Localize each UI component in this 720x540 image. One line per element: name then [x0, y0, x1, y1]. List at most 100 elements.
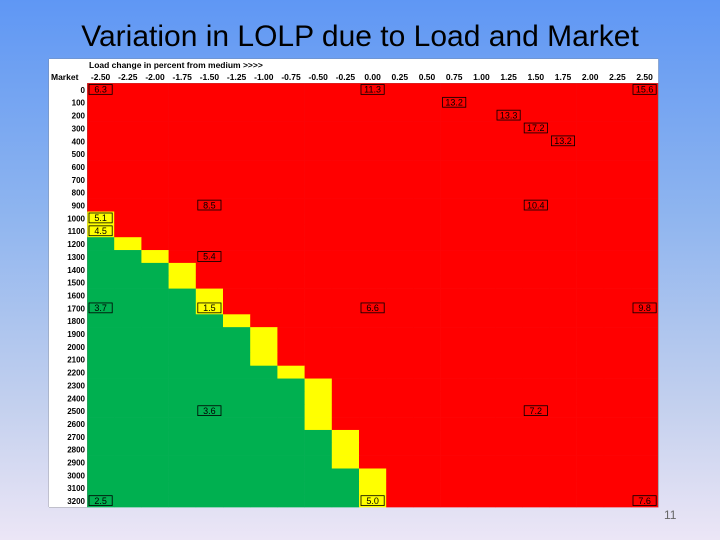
heatmap-cell-r24-c12 — [413, 391, 441, 405]
heatmap-cell-r15-c10 — [359, 275, 387, 289]
heatmap-cell-r2-c14 — [467, 108, 496, 122]
heatmap-cell-r30-c12 — [413, 468, 441, 482]
heatmap-cell-r17-c5 — [223, 301, 251, 315]
heatmap-cell-r32-c17 — [549, 494, 577, 508]
heatmap-cell-r8-c2 — [141, 185, 169, 199]
heatmap-cell-r31-c19 — [603, 481, 632, 495]
heatmap-cell-r28-c8 — [304, 442, 333, 456]
heatmap-cell-r12-c10 — [359, 237, 387, 251]
heatmap-cell-r7-c15 — [495, 172, 523, 187]
row-tick-label: 3200 — [67, 497, 85, 506]
heatmap-cell-r25-c17 — [549, 404, 577, 418]
heatmap-cell-r22-c14 — [467, 365, 496, 379]
heatmap-cell-r28-c10 — [359, 442, 387, 456]
heatmap-cell-r24-c13 — [440, 391, 469, 405]
heatmap-cell-r25-c16 — [522, 404, 550, 418]
heatmap-cell-r19-c7 — [277, 327, 305, 341]
heatmap-cell-r10-c15 — [495, 211, 523, 225]
heatmap-cell-r29-c7 — [277, 455, 305, 469]
heatmap-cell-r0-c5 — [223, 83, 251, 97]
row-tick-label: 1900 — [67, 330, 85, 339]
heatmap-cell-r32-c11 — [386, 494, 414, 508]
heatmap-cell-r20-c8 — [304, 340, 333, 354]
heatmap-cell-r22-c17 — [549, 365, 577, 379]
heatmap-cell-r31-c20 — [631, 481, 659, 495]
heatmap-cell-r28-c18 — [576, 442, 605, 456]
heatmap-cell-r25-c9 — [331, 404, 360, 418]
heatmap-cell-r19-c16 — [522, 327, 550, 341]
heatmap-cell-r11-c12 — [413, 224, 441, 238]
heatmap-cell-r31-c11 — [386, 481, 414, 495]
heatmap-cell-r32-c2 — [141, 494, 169, 508]
heatmap-cell-r2-c7 — [277, 108, 305, 122]
heatmap-cell-r15-c13 — [440, 275, 469, 289]
heatmap-cell-r1-c5 — [223, 95, 251, 109]
heatmap-cell-r4-c18 — [576, 134, 605, 148]
heatmap-cell-r4-c6 — [250, 134, 278, 148]
heatmap-cell-r15-c3 — [168, 275, 197, 289]
row-tick-label: 1100 — [68, 227, 86, 236]
heatmap-cell-r13-c16 — [522, 250, 550, 264]
heatmap-cell-r14-c7 — [277, 262, 305, 277]
heatmap-cell-r7-c9 — [331, 172, 360, 187]
heatmap-cell-r1-c0 — [87, 95, 115, 109]
heatmap-cell-r5-c7 — [277, 147, 305, 161]
heatmap-cell-r27-c5 — [223, 429, 251, 444]
heatmap-cell-r30-c18 — [576, 468, 605, 482]
column-tick-label: -0.25 — [336, 72, 356, 82]
heatmap-cell-r30-c10 — [359, 468, 387, 482]
annotation-label: 3.7 — [94, 303, 107, 313]
heatmap-cell-r3-c5 — [223, 121, 251, 135]
heatmap-cell-r22-c6 — [250, 365, 278, 379]
heatmap-cell-r9-c19 — [603, 198, 632, 212]
heatmap-cell-r23-c5 — [223, 378, 251, 392]
heatmap-cell-r9-c0 — [87, 198, 115, 212]
heatmap-cell-r15-c0 — [87, 275, 115, 289]
heatmap-cell-r11-c0 — [87, 224, 115, 238]
heatmap-cell-r14-c2 — [141, 262, 169, 277]
column-tick-label: 1.00 — [473, 72, 490, 82]
heatmap-cell-r19-c4 — [195, 327, 224, 341]
row-tick-label: 700 — [72, 176, 86, 185]
heatmap-cell-r26-c13 — [440, 417, 469, 431]
heatmap-cell-r0-c12 — [413, 83, 441, 97]
column-tick-label: -0.50 — [309, 72, 329, 82]
heatmap-cell-r2-c8 — [304, 108, 333, 122]
heatmap-cell-r22-c13 — [440, 365, 469, 379]
heatmap-cell-r8-c0 — [87, 185, 115, 199]
row-tick-label: 100 — [72, 99, 86, 108]
heatmap-cell-r25-c18 — [576, 404, 605, 418]
heatmap-cell-r12-c14 — [467, 237, 496, 251]
heatmap-cell-r5-c2 — [141, 147, 169, 161]
heatmap-cell-r6-c7 — [277, 160, 305, 174]
heatmap-cell-r10-c2 — [141, 211, 169, 225]
heatmap-cell-r7-c20 — [631, 172, 659, 187]
row-tick-label: 400 — [72, 137, 86, 146]
heatmap-cell-r27-c14 — [467, 429, 496, 444]
heatmap-cell-r1-c16 — [522, 95, 550, 109]
heatmap-cell-r5-c1 — [114, 147, 142, 161]
heatmap-cell-r20-c10 — [359, 340, 387, 354]
heatmap-cell-r6-c18 — [576, 160, 605, 174]
heatmap-cell-r27-c8 — [304, 429, 333, 444]
heatmap-cell-r30-c4 — [195, 468, 224, 482]
heatmap-cell-r1-c20 — [631, 95, 659, 109]
heatmap-cell-r3-c10 — [359, 121, 387, 135]
heatmap-cell-r22-c2 — [141, 365, 169, 379]
heatmap-cell-r21-c14 — [467, 352, 496, 366]
heatmap-cell-r29-c11 — [386, 455, 414, 469]
heatmap-cell-r21-c4 — [195, 352, 224, 366]
heatmap-cell-r11-c6 — [250, 224, 278, 238]
heatmap-cell-r1-c3 — [168, 95, 197, 109]
heatmap-cell-r6-c19 — [603, 160, 632, 174]
heatmap-cell-r12-c19 — [603, 237, 632, 251]
heatmap-cell-r2-c10 — [359, 108, 387, 122]
heatmap-cell-r13-c15 — [495, 250, 523, 264]
annotation-box — [360, 302, 385, 314]
heatmap-cell-r32-c10 — [359, 494, 387, 508]
header-background — [49, 59, 659, 83]
heatmap-cell-r16-c10 — [359, 288, 387, 302]
heatmap-cell-r3-c9 — [331, 121, 360, 135]
row-tick-label: 2100 — [67, 356, 85, 365]
